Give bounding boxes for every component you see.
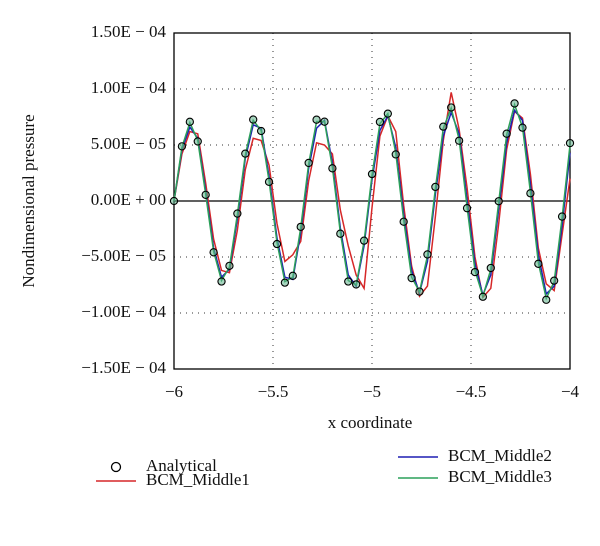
data-point [241,149,250,158]
y-tick-label: −1.00E − 04 [81,302,166,321]
x-axis-label: x coordinate [328,413,413,432]
legend-label: BCM_Middle3 [448,467,552,486]
legend-label: BCM_Middle1 [146,470,250,489]
data-point [431,182,440,192]
x-tick-label: −5.5 [258,382,289,401]
y-tick-label: 1.00E − 04 [91,78,167,97]
data-point [454,136,464,145]
data-point [312,115,321,124]
data-point [193,137,202,146]
data-point [383,109,392,118]
data-point [344,277,353,286]
data-point [304,158,313,168]
data-point [336,229,345,238]
data-point [415,287,424,296]
data-point [447,103,456,112]
data-point [407,273,416,283]
data-point [201,190,210,199]
data-point [169,196,179,206]
legend-marker [110,461,122,473]
data-point [439,122,448,131]
data-point [423,250,432,259]
data-point [557,212,567,221]
data-point [462,204,472,213]
data-point [534,259,543,268]
data-point [185,117,194,126]
data-point [565,138,575,148]
y-tick-label: −5.00E − 05 [81,246,166,265]
data-point [288,271,297,280]
data-point [233,209,242,218]
data-point [391,150,400,159]
data-point [367,169,377,179]
x-tick-label: −6 [165,382,183,401]
data-point [399,217,408,226]
data-point [217,277,226,286]
data-point [526,189,535,198]
data-point [510,99,519,108]
y-tick-label: 5.00E − 05 [91,134,166,153]
data-point [518,123,527,132]
data-point [542,295,551,304]
data-point [550,276,559,285]
y-tick-label: −1.50E − 04 [81,358,166,377]
data-point [296,222,305,232]
data-point [470,267,480,277]
data-point [209,248,218,257]
x-tick-label: −4 [561,382,580,401]
data-point [352,280,361,289]
x-tick-label: −4.5 [456,382,487,401]
y-tick-label: 1.50E − 04 [91,22,167,41]
legend-label: Analytical [146,456,217,475]
x-tick-label: −5 [363,382,381,401]
data-point [256,126,266,136]
series-line [173,92,571,299]
y-tick-label: 0.00E + 00 [91,190,166,209]
data-point [264,177,274,186]
data-point [478,292,488,301]
legend-label: BCM_Middle2 [448,446,552,465]
data-point [375,117,385,127]
data-point [280,278,290,287]
data-point [486,263,495,273]
data-point [328,164,337,173]
data-point [502,129,511,138]
data-point [272,239,282,249]
data-point [249,115,258,124]
data-point [494,197,503,206]
data-point [359,236,369,245]
data-point [177,142,187,151]
data-point [225,261,234,270]
data-point [320,117,329,126]
y-axis-label: Nondimensional pressure [19,114,38,287]
